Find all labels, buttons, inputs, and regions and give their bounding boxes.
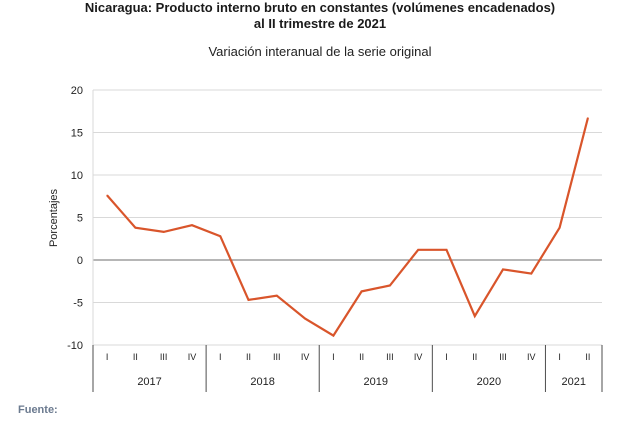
y-tick-label: 20	[71, 85, 83, 97]
x-tick-label-year: 2020	[477, 376, 501, 388]
y-tick-label: -10	[67, 340, 83, 352]
data-point	[134, 226, 137, 229]
x-tick-label-quarter: II	[472, 352, 477, 362]
x-tick-label-quarter: I	[106, 352, 109, 362]
x-tick-label-quarter: I	[332, 352, 335, 362]
x-tick-label-quarter: IV	[301, 352, 310, 362]
data-point	[417, 249, 419, 251]
data-point	[332, 334, 335, 337]
source-label: Fuente:	[18, 404, 58, 416]
y-tick-label: 5	[77, 213, 83, 225]
data-point	[304, 317, 306, 320]
x-tick-label-year: 2021	[561, 376, 585, 388]
x-tick-label-quarter: III	[499, 352, 507, 362]
chart-title-line-2: al II trimestre de 2021	[253, 16, 387, 31]
y-tick-label: 0	[77, 255, 83, 267]
chart-title-line-1: Nicaragua: Producto interno bruto en con…	[84, 0, 556, 15]
x-tick-label-quarter: III	[273, 352, 281, 362]
series-line-group	[106, 117, 589, 338]
y-tick-label: 10	[71, 170, 83, 182]
data-point	[106, 194, 108, 197]
x-tick-label-quarter: II	[585, 352, 590, 362]
data-point	[276, 294, 278, 297]
data-point	[191, 224, 193, 226]
y-axis: -10 -5 0 5 10 15 20	[67, 85, 94, 352]
x-tick-label-quarter: II	[246, 352, 251, 362]
data-point	[162, 231, 165, 233]
chart-subtitle: Variación interanual de la serie origina…	[208, 44, 432, 59]
data-point	[587, 117, 589, 119]
x-tick-label-quarter: II	[133, 352, 138, 362]
data-point	[389, 284, 391, 287]
x-tick-label-quarter: IV	[414, 352, 423, 362]
data-point	[530, 272, 533, 275]
data-point	[219, 235, 222, 237]
x-tick-label-year: 2019	[364, 376, 388, 388]
data-point	[247, 299, 250, 301]
x-tick-label-quarter: II	[359, 352, 364, 362]
data-point	[360, 290, 363, 293]
y-tick-label: 15	[71, 128, 83, 140]
y-axis-label: Porcentajes	[48, 188, 60, 247]
data-point	[445, 249, 448, 251]
grid-lines	[93, 89, 602, 346]
x-tick-label-quarter: I	[445, 352, 448, 362]
data-point	[502, 268, 504, 271]
x-tick-label-quarter: III	[386, 352, 394, 362]
y-tick-label: -5	[73, 298, 83, 310]
x-tick-label-year: 2017	[137, 376, 161, 388]
data-point	[558, 226, 561, 229]
x-tick-label-year: 2018	[250, 376, 274, 388]
series-line	[106, 117, 589, 338]
x-tick-label-quarter: I	[558, 352, 561, 362]
x-tick-label-quarter: IV	[527, 352, 536, 362]
x-tick-label-quarter: I	[219, 352, 222, 362]
x-tick-label-quarter: III	[160, 352, 168, 362]
x-tick-label-quarter: IV	[188, 352, 197, 362]
data-point	[473, 315, 476, 317]
